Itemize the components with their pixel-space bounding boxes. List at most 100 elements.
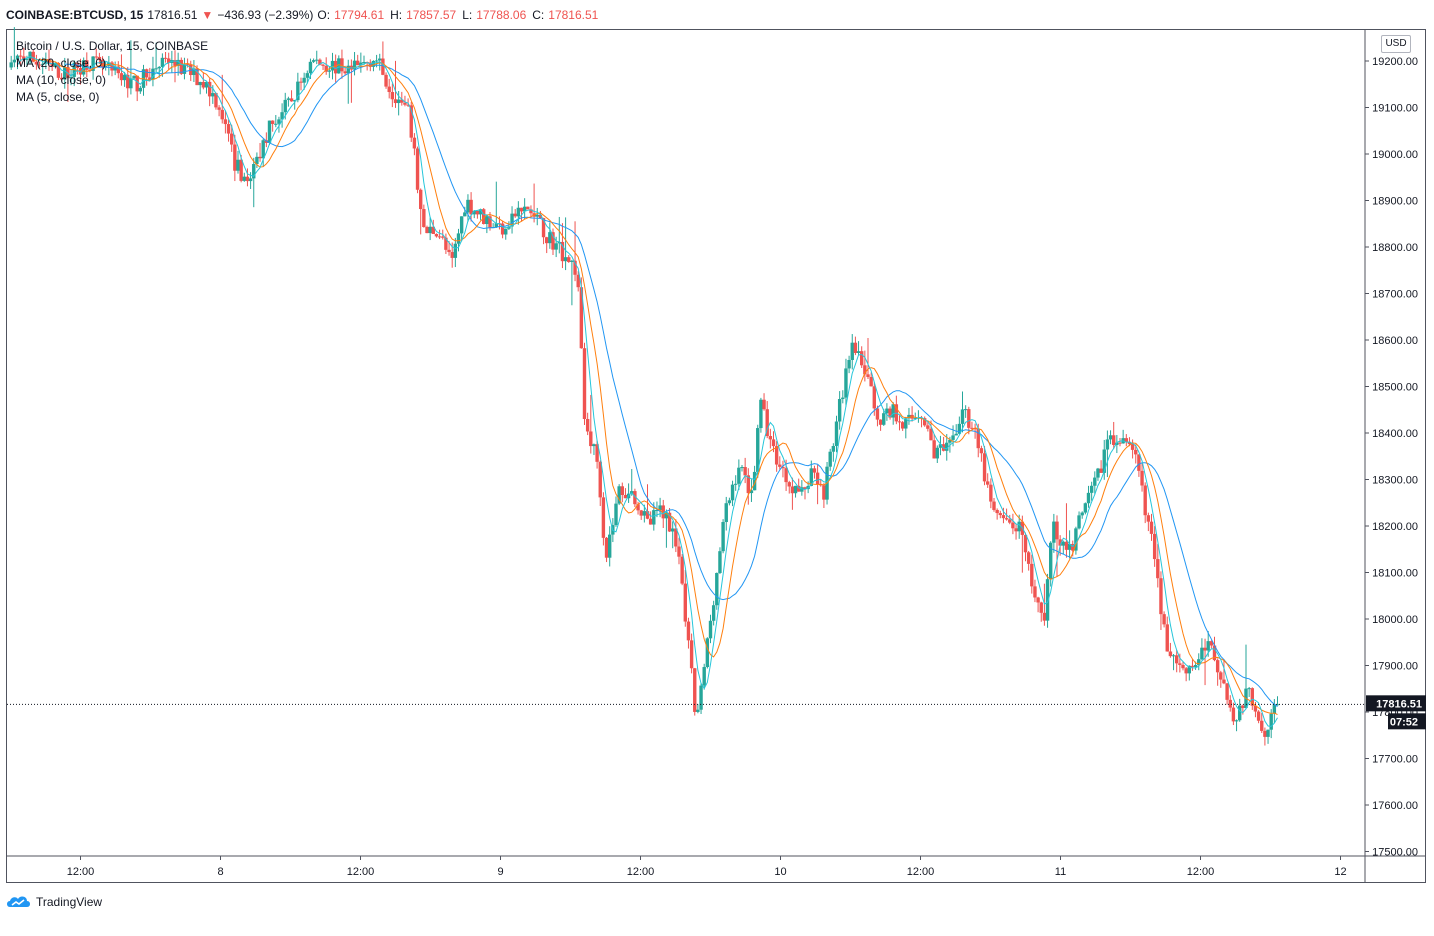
candle-body bbox=[59, 77, 64, 80]
candle-body bbox=[226, 124, 231, 134]
candle-body bbox=[973, 428, 977, 430]
currency-button[interactable]: USD bbox=[1381, 35, 1411, 53]
close-label: C: bbox=[532, 8, 545, 22]
legend-ma20[interactable]: MA (20, close, 0) bbox=[16, 56, 107, 70]
candle-body bbox=[1231, 707, 1236, 722]
candle-body bbox=[406, 104, 410, 106]
candle-body bbox=[781, 466, 785, 469]
candle-body bbox=[362, 62, 366, 64]
candle-body bbox=[324, 65, 328, 72]
candle-body bbox=[661, 505, 665, 519]
candle-body bbox=[444, 237, 448, 250]
candle-body bbox=[53, 62, 57, 67]
candle-body bbox=[831, 446, 836, 452]
candle-body bbox=[1181, 664, 1185, 669]
candle-body bbox=[1096, 468, 1100, 478]
candle-body bbox=[900, 422, 905, 429]
candle-body bbox=[885, 408, 889, 414]
candle-body bbox=[195, 68, 199, 86]
candle-body bbox=[485, 216, 489, 225]
low-value: 17788.06 bbox=[476, 8, 527, 22]
candle-body bbox=[157, 66, 161, 69]
candle-body bbox=[1014, 528, 1018, 532]
countdown-badge-bg bbox=[1388, 713, 1426, 730]
candle-body bbox=[12, 59, 17, 63]
candle-body bbox=[425, 227, 429, 234]
candle-body bbox=[1178, 663, 1182, 665]
candle-body bbox=[396, 99, 401, 104]
candle-body bbox=[308, 61, 313, 74]
tradingview-logo[interactable]: TradingView bbox=[6, 894, 102, 910]
candle-body bbox=[1052, 521, 1056, 543]
candle-body bbox=[1272, 704, 1277, 714]
candle-body bbox=[1023, 534, 1028, 553]
candle-body bbox=[589, 431, 593, 447]
candle-body bbox=[967, 409, 971, 428]
candle-body bbox=[352, 60, 357, 70]
candle-body bbox=[954, 433, 958, 436]
legend-title[interactable]: Bitcoin / U.S. Dollar, 15, COINBASE bbox=[16, 39, 209, 53]
candle-body bbox=[201, 81, 206, 88]
candle-body bbox=[727, 500, 732, 504]
candle-body bbox=[1011, 522, 1015, 529]
candle-body bbox=[378, 58, 382, 61]
candle-body bbox=[822, 485, 826, 500]
candle-body bbox=[261, 140, 265, 159]
candle-body bbox=[1055, 521, 1059, 540]
candle-body bbox=[585, 419, 590, 432]
candle-body bbox=[441, 236, 445, 238]
candle-body bbox=[113, 66, 117, 71]
candle-body bbox=[545, 237, 549, 244]
legend-ma5[interactable]: MA (5, close, 0) bbox=[16, 90, 100, 104]
candle-body bbox=[932, 440, 936, 459]
candle-body bbox=[718, 551, 722, 573]
candle-body bbox=[428, 226, 432, 234]
candle-body bbox=[409, 105, 413, 138]
legend-ma10[interactable]: MA (10, close, 0) bbox=[16, 73, 107, 87]
candle-body bbox=[327, 70, 332, 72]
candle-body bbox=[104, 65, 108, 68]
candle-body bbox=[207, 81, 212, 97]
candle-body bbox=[1001, 515, 1006, 519]
time-tick-label: 11 bbox=[1055, 866, 1066, 878]
candle-body bbox=[415, 148, 420, 190]
candle-body bbox=[333, 60, 338, 74]
candle-body bbox=[526, 206, 530, 210]
candle-body bbox=[315, 59, 319, 61]
candle-body bbox=[1074, 528, 1078, 551]
candle-body bbox=[270, 120, 275, 124]
candle-body bbox=[293, 100, 297, 102]
candle-body bbox=[844, 368, 848, 398]
candle-body bbox=[504, 228, 508, 235]
candle-body bbox=[998, 513, 1002, 516]
candle-body bbox=[1099, 468, 1103, 473]
candle-body bbox=[674, 528, 678, 547]
candle-body bbox=[154, 68, 158, 70]
candle-body bbox=[979, 448, 984, 454]
candle-body bbox=[737, 467, 741, 484]
candle-body bbox=[138, 87, 143, 92]
candle-body bbox=[579, 287, 584, 349]
candle-body bbox=[872, 386, 876, 409]
candle-body bbox=[1105, 439, 1110, 450]
candle-body bbox=[926, 425, 930, 429]
candle-body bbox=[652, 510, 656, 525]
candle-body bbox=[47, 59, 51, 64]
candle-body bbox=[220, 109, 224, 120]
candle-body bbox=[774, 446, 779, 465]
candle-body bbox=[37, 64, 42, 66]
candle-body bbox=[267, 120, 272, 143]
candle-body bbox=[856, 351, 861, 354]
candle-body bbox=[1250, 688, 1254, 706]
candle-body bbox=[655, 510, 659, 512]
candle-body bbox=[1058, 539, 1062, 546]
candle-body bbox=[1083, 503, 1088, 513]
candle-body bbox=[677, 546, 681, 557]
symbol-label[interactable]: COINBASE:BTCUSD, 15 bbox=[6, 8, 144, 22]
candle-body bbox=[1203, 647, 1207, 651]
candle-body bbox=[434, 233, 439, 237]
candle-body bbox=[204, 81, 209, 88]
candle-body bbox=[447, 249, 451, 253]
last-price: 17816.51 bbox=[147, 8, 198, 22]
